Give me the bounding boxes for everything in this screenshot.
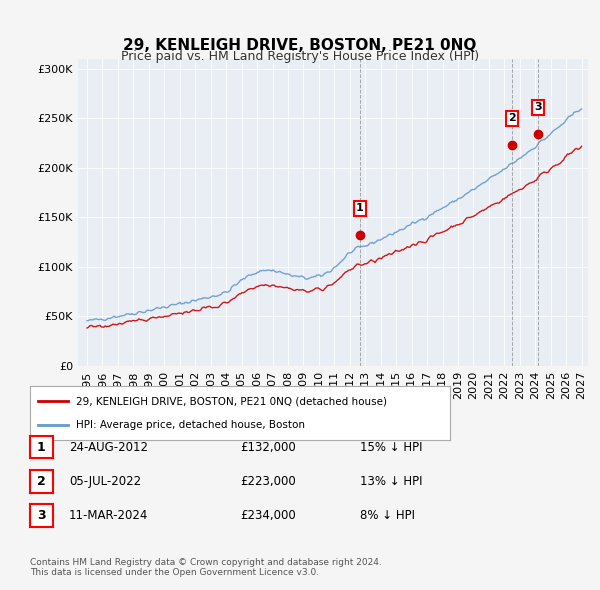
Text: 29, KENLEIGH DRIVE, BOSTON, PE21 0NQ (detached house): 29, KENLEIGH DRIVE, BOSTON, PE21 0NQ (de…	[76, 396, 387, 407]
Text: 2: 2	[508, 113, 516, 123]
Text: 13% ↓ HPI: 13% ↓ HPI	[360, 475, 422, 488]
Text: 1: 1	[37, 441, 46, 454]
Text: Price paid vs. HM Land Registry's House Price Index (HPI): Price paid vs. HM Land Registry's House …	[121, 50, 479, 63]
Text: 05-JUL-2022: 05-JUL-2022	[69, 475, 141, 488]
Text: £223,000: £223,000	[240, 475, 296, 488]
Text: £234,000: £234,000	[240, 509, 296, 522]
Text: 3: 3	[535, 103, 542, 113]
Text: Contains HM Land Registry data © Crown copyright and database right 2024.
This d: Contains HM Land Registry data © Crown c…	[30, 558, 382, 577]
Text: 8% ↓ HPI: 8% ↓ HPI	[360, 509, 415, 522]
Text: £132,000: £132,000	[240, 441, 296, 454]
Text: 29, KENLEIGH DRIVE, BOSTON, PE21 0NQ: 29, KENLEIGH DRIVE, BOSTON, PE21 0NQ	[124, 38, 476, 53]
Text: 2: 2	[37, 475, 46, 488]
Text: 3: 3	[37, 509, 46, 522]
Text: 11-MAR-2024: 11-MAR-2024	[69, 509, 148, 522]
Text: 15% ↓ HPI: 15% ↓ HPI	[360, 441, 422, 454]
Text: HPI: Average price, detached house, Boston: HPI: Average price, detached house, Bost…	[76, 419, 305, 430]
Text: 1: 1	[356, 204, 364, 214]
Text: 24-AUG-2012: 24-AUG-2012	[69, 441, 148, 454]
